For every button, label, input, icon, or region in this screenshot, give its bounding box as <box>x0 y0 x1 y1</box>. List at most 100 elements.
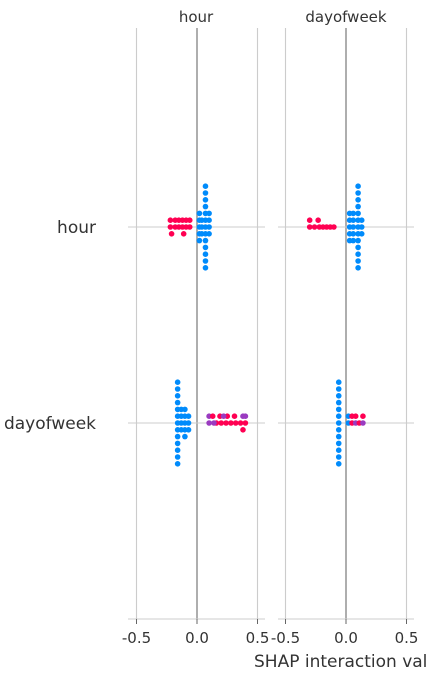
data-point <box>218 420 224 426</box>
data-point <box>199 224 205 230</box>
data-point <box>358 224 365 230</box>
data-point <box>331 224 337 230</box>
data-point <box>232 420 239 426</box>
data-point <box>202 203 209 210</box>
data-point <box>202 251 209 257</box>
data-point <box>167 224 174 230</box>
data-point <box>174 461 181 467</box>
data-point <box>202 244 209 251</box>
x-tick-label: 0.0 <box>334 629 358 647</box>
data-point <box>360 413 366 420</box>
data-point <box>202 258 209 264</box>
data-point <box>335 399 342 406</box>
data-point <box>335 461 342 467</box>
data-point <box>350 237 357 244</box>
x-tick-label: 0.5 <box>395 629 419 647</box>
row-label: hour <box>57 218 96 238</box>
data-point <box>315 217 321 223</box>
data-point <box>185 420 192 426</box>
column-title: dayofweek <box>305 8 387 26</box>
data-point <box>180 231 187 237</box>
data-point <box>311 224 318 230</box>
label-layer: -0.5 0.0 0.5 hour -0.5 0.0 0.5 dayofweek hour day… <box>4 8 426 672</box>
data-point <box>242 413 249 420</box>
data-point <box>223 420 229 426</box>
data-point <box>182 433 188 440</box>
data-point <box>355 265 361 271</box>
data-point <box>185 427 192 433</box>
data-point <box>306 217 313 223</box>
data-point <box>355 197 361 203</box>
data-point <box>196 210 203 217</box>
data-point <box>355 183 361 189</box>
data-point <box>358 217 365 223</box>
x-axis-label: SHAP interaction valu <box>254 652 426 672</box>
data-point <box>335 447 342 454</box>
data-point <box>242 420 249 426</box>
data-point <box>335 393 342 399</box>
x-tick-label: 0.0 <box>185 629 209 647</box>
grid-layer <box>128 28 414 619</box>
panel-layer <box>128 618 414 624</box>
data-point <box>355 190 361 196</box>
data-point <box>355 258 361 264</box>
data-point <box>196 237 203 244</box>
data-point <box>206 217 212 223</box>
data-point <box>185 413 192 420</box>
data-point <box>306 224 313 230</box>
data-point <box>199 217 205 223</box>
data-point <box>174 399 181 406</box>
points-layer <box>167 183 366 467</box>
data-point <box>228 420 234 426</box>
data-point <box>206 224 212 230</box>
row-label: dayofweek <box>4 414 96 434</box>
data-point <box>335 454 342 460</box>
data-point <box>202 237 209 244</box>
data-point <box>355 210 361 217</box>
data-point <box>199 231 205 237</box>
data-point <box>202 183 209 189</box>
data-point <box>240 427 246 433</box>
data-point <box>174 447 181 454</box>
data-point <box>167 217 174 223</box>
data-point <box>220 413 227 420</box>
x-tick-label: -0.5 <box>122 629 151 647</box>
x-tick-label: -0.5 <box>271 629 300 647</box>
data-point <box>206 420 212 426</box>
data-point <box>352 413 359 420</box>
data-point <box>355 244 361 251</box>
data-point <box>350 231 357 237</box>
data-point <box>174 433 181 440</box>
data-point <box>335 420 342 426</box>
data-point <box>211 420 217 426</box>
data-point <box>202 190 209 196</box>
data-point <box>174 386 181 392</box>
data-point <box>350 224 357 230</box>
x-tick-label: 0.5 <box>246 629 270 647</box>
data-point <box>335 386 342 392</box>
data-point <box>350 217 357 223</box>
data-point <box>335 440 342 447</box>
data-point <box>355 237 361 244</box>
data-point <box>186 224 193 230</box>
data-point <box>355 203 361 210</box>
data-point <box>206 231 212 237</box>
data-point <box>168 231 175 237</box>
data-point <box>237 420 244 426</box>
data-point <box>174 440 181 447</box>
data-point <box>335 379 342 386</box>
data-point <box>186 217 193 223</box>
data-point <box>174 393 181 399</box>
data-point <box>335 406 342 413</box>
data-point <box>360 420 366 426</box>
data-point <box>206 210 212 217</box>
data-point <box>174 454 181 460</box>
data-point <box>355 251 361 257</box>
data-point <box>231 413 238 420</box>
data-point <box>202 265 209 271</box>
data-point <box>358 231 365 237</box>
data-point <box>202 197 209 203</box>
data-point <box>335 413 342 420</box>
data-point <box>350 210 357 217</box>
